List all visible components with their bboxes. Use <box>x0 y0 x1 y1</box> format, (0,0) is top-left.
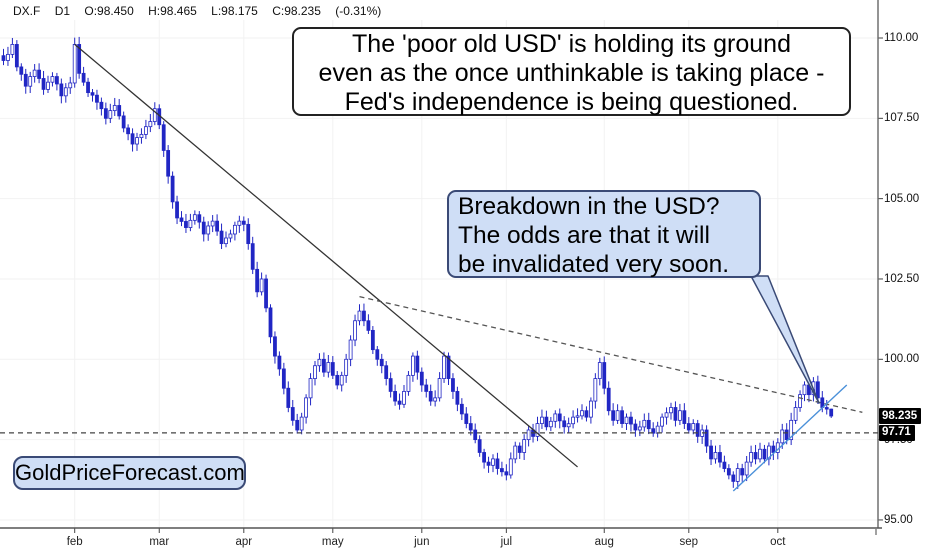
open-label: O:98.450 <box>84 4 134 18</box>
note-line: Fed's independence is being questioned. <box>344 88 799 116</box>
price-axis-label: 95.00 <box>884 513 913 526</box>
month-label: apr <box>235 536 253 548</box>
price-axis-label: 110.00 <box>884 32 919 44</box>
month-label: oct <box>770 536 786 548</box>
note-line: The 'poor old USD' is holding its ground <box>352 30 791 58</box>
month-label: may <box>321 536 344 548</box>
price-axis-label: 102.50 <box>884 272 920 285</box>
symbol-label: DX.F <box>13 4 41 18</box>
annotation-breakdown-callout: Breakdown in the USD? The odds are that … <box>447 190 761 278</box>
price-tag-98.235: 98.235 <box>879 408 922 424</box>
month-label: feb <box>66 536 83 548</box>
trendline-primary-downtrend <box>74 43 578 468</box>
trendline-rising-support <box>732 384 848 492</box>
price-axis-label: 100.00 <box>884 353 920 366</box>
trendline-secondary-downtrend <box>359 296 863 413</box>
price-tag-97.71: 97.71 <box>879 424 915 441</box>
month-label: jun <box>414 536 430 548</box>
axes <box>0 0 883 533</box>
month-label: aug <box>594 536 614 548</box>
note-line: even as the once unthinkable is taking p… <box>318 59 825 87</box>
price-axis-label: 105.00 <box>884 192 920 205</box>
instrument-header: DX.F D1 O:98.450 H:98.465 L:98.175 C:98.… <box>13 4 392 18</box>
callout-tail <box>750 275 820 404</box>
goldpriceforecast-link[interactable]: GoldPriceForecast.com <box>13 456 246 490</box>
note-line: The odds are that it will <box>458 222 710 249</box>
timeframe-label: D1 <box>54 4 71 18</box>
change-label: (-0.31%) <box>335 4 382 18</box>
high-label: H:98.465 <box>148 4 197 18</box>
note-line: Breakdown in the USD? <box>458 193 720 220</box>
candlestick-series <box>1 36 834 489</box>
callout-pointer <box>750 275 820 404</box>
low-label: L:98.175 <box>211 4 258 18</box>
annotation-usd-holding-ground: The 'poor old USD' is holding its ground… <box>292 27 851 116</box>
month-label: sep <box>679 536 699 548</box>
note-line: be invalidated very soon. <box>458 251 730 278</box>
close-label: C:98.235 <box>272 4 321 18</box>
month-label: jul <box>500 536 513 548</box>
month-label: mar <box>149 536 170 548</box>
price-axis-label: 107.50 <box>884 112 920 125</box>
trendlines <box>0 43 878 492</box>
